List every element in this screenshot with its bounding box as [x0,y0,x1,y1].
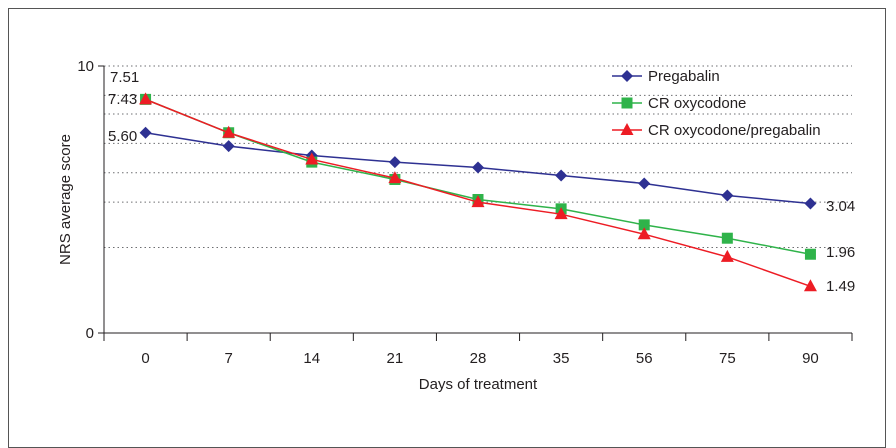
legend-marker [621,97,633,109]
data-point [555,169,568,182]
data-point [720,249,734,262]
legend-item: CR oxycodone [612,95,746,112]
x-tick-label: 75 [719,350,736,367]
y-tick-label: 0 [86,325,94,342]
data-labels: 5.60 3.04 7.43 1.96 7.51 1.49 [108,69,855,295]
data-point [222,125,236,138]
data-label: 7.43 [108,91,137,108]
line-chart: 10 0 0 7 14 21 28 35 56 75 90 5.60 3.04 7.43 1.96 7.5… [57,58,855,393]
legend-label: Pregabalin [648,68,720,85]
data-point [721,189,734,202]
data-point [638,177,651,190]
data-label: 1.96 [826,244,855,261]
data-point [637,227,651,240]
data-point [139,126,152,139]
data-point [305,152,319,165]
data-label: 5.60 [108,128,137,145]
legend: Pregabalin CR oxycodone CR oxycodone/prega… [612,68,821,139]
x-tick-label: 7 [224,350,232,367]
x-axis-ticks: 0 7 14 21 28 35 56 75 90 [103,333,853,367]
y-axis-label: NRS average score [57,134,74,265]
x-tick-label: 14 [303,350,320,367]
data-point [721,232,733,244]
data-point [388,156,401,169]
y-axis-ticks: 10 0 [77,58,104,342]
legend-marker [621,70,633,82]
y-tick-label: 10 [77,58,94,75]
data-point [804,197,817,210]
series-2 [139,92,817,292]
data-point [472,161,484,174]
data-point [638,219,650,231]
data-label: 7.51 [110,69,139,86]
x-tick-label: 56 [636,350,653,367]
data-point [803,279,817,292]
legend-item: CR oxycodone/pregabalin [612,122,821,139]
data-point [139,92,153,105]
series-1 [140,93,816,260]
legend-marker [620,123,634,135]
x-tick-label: 28 [470,350,487,367]
data-point [222,140,235,153]
x-tick-label: 21 [387,350,404,367]
x-tick-label: 90 [802,350,819,367]
data-point [471,195,485,208]
data-point [554,207,568,220]
x-tick-label: 0 [141,350,149,367]
data-point [388,171,402,184]
legend-item: Pregabalin [612,68,720,85]
chart-frame [8,8,886,448]
data-label: 3.04 [826,198,855,215]
grid-lines [104,65,852,249]
data-label: 1.49 [826,278,855,295]
data-point [804,248,816,260]
axes [98,66,852,341]
legend-label: CR oxycodone/pregabalin [648,122,821,139]
legend-label: CR oxycodone [648,95,746,112]
x-tick-label: 35 [553,350,570,367]
series-layer [139,92,817,292]
x-axis-label: Days of treatment [419,376,538,393]
